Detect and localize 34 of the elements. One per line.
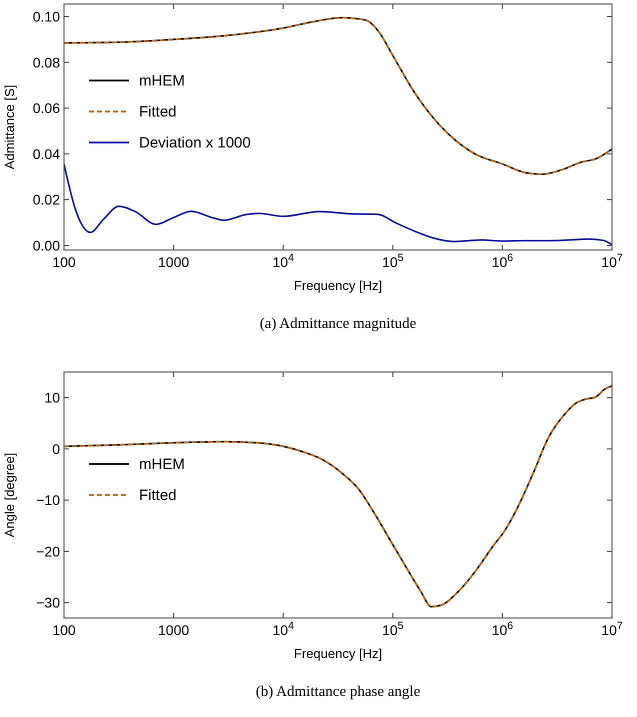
x-tick-label: 1000 [158, 254, 190, 270]
y-tick-label: 0.10 [32, 8, 60, 25]
y-tick-label: 10 [44, 390, 60, 406]
x-tick-label: 100 [52, 254, 76, 270]
x-tick-label: 10$^{6}$ [492, 252, 514, 270]
x-axis-title: Frequency [Hz] [294, 278, 382, 293]
text: (b) Admittance phase angle [256, 684, 421, 700]
x-tick-label: 1000 [158, 622, 190, 638]
x-tick-label: 10$^{4}$ [272, 252, 294, 270]
x-tick-label: 10$^{4}$ [272, 620, 294, 638]
x-axis-title: Frequency [Hz] [294, 646, 382, 661]
y-tick-label: −30 [36, 594, 60, 611]
y-tick-label: 0 [52, 440, 60, 457]
y-axis-title: Angle [degree] [2, 452, 17, 538]
y-tick-label: 0.04 [32, 146, 60, 162]
y-tick-label: 0.02 [32, 192, 60, 208]
x-tick-label: 10$^{5}$ [382, 620, 404, 638]
x-tick-label: 10$^{7}$ [601, 252, 623, 270]
legend-label: Deviation x 1000 [139, 134, 251, 152]
y-tick-label: −10 [36, 492, 60, 508]
x-tick-label: 10$^{5}$ [382, 252, 404, 270]
legend-label: Fitted [139, 487, 177, 504]
x-tick-label: 10$^{6}$ [492, 620, 514, 638]
legend-label: mHEM [139, 72, 185, 90]
y-axis-title: Admittance [S] [2, 84, 17, 170]
y-tick-label: 0.00 [32, 237, 60, 254]
y-tick-label: 0.06 [32, 100, 60, 116]
x-tick-label: 100 [52, 622, 76, 638]
y-tick-label: −20 [36, 543, 60, 560]
x-tick-label: 10$^{7}$ [601, 620, 623, 638]
legend-label: mHEM [139, 456, 185, 473]
legend-label: Fitted [139, 104, 177, 120]
y-tick-label: 0.08 [32, 54, 60, 70]
text: (a) Admittance magnitude [260, 316, 417, 332]
